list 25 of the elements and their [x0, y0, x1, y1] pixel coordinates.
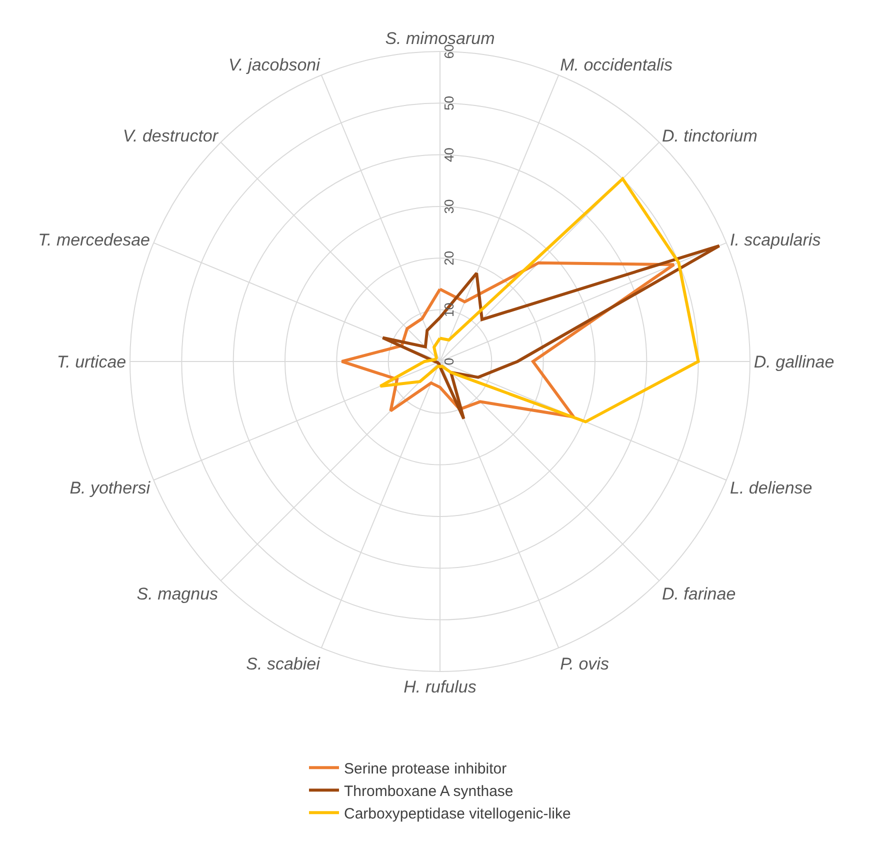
- spoke-label: S. magnus: [136, 584, 219, 604]
- y-tick-label: 20: [442, 250, 456, 266]
- spoke-label: P. ovis: [560, 654, 610, 674]
- spoke-label: D. gallinae: [754, 352, 834, 372]
- spoke-label: B. yothersi: [70, 478, 152, 498]
- y-tick-label: 60: [442, 44, 456, 59]
- spoke-label: V. destructor: [122, 126, 220, 146]
- y-tick-label: 10: [442, 302, 456, 318]
- spoke-label: D. farinae: [662, 584, 736, 604]
- spoke-label: M. occidentalis: [560, 56, 674, 75]
- legend-label: Thromboxane A synthase: [344, 782, 514, 800]
- spoke-label: L. deliense: [730, 478, 812, 498]
- y-tick-label: 0: [442, 358, 456, 366]
- y-tick-label: 50: [442, 96, 456, 110]
- legend-label: Carboxypeptidase vitellogenic-like: [344, 805, 571, 822]
- legend-label: Serine protease inhibitor: [344, 760, 507, 778]
- y-tick-label: 30: [442, 199, 456, 214]
- spoke-label: V. jacobsoni: [228, 56, 322, 75]
- y-tick-label: 40: [442, 148, 456, 162]
- spoke-label: D. tinctorium: [662, 126, 758, 146]
- spoke-label: H. rufulus: [404, 677, 477, 696]
- spoke-label: S. scabiei: [246, 654, 322, 674]
- spoke-label: T. mercedesae: [38, 230, 150, 250]
- spoke-label: T. urticae: [56, 352, 126, 372]
- spoke-label: I. scapularis: [730, 230, 822, 250]
